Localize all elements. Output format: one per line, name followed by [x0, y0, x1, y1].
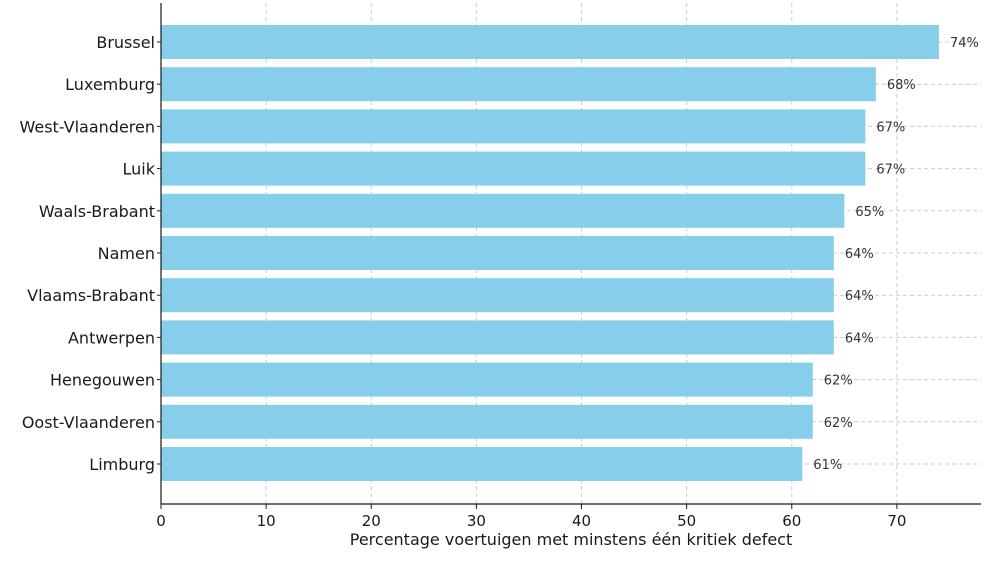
y-tick-label: West-Vlaanderen: [19, 117, 155, 136]
bar-antwerpen: [161, 320, 834, 355]
data-label: 64%: [845, 289, 874, 304]
bar-limburg: [161, 447, 803, 481]
labels: 74% Brussel 68% Luxemburg 67% West-Vlaanderen…: [19, 33, 978, 530]
bar-vlaams-brabant: [161, 278, 834, 313]
x-tick-label: 40: [572, 512, 591, 530]
x-tick-label: 70: [887, 512, 906, 530]
y-tick-label: Namen: [98, 244, 155, 263]
y-tick-label: Luik: [123, 160, 156, 179]
bar-waals-brabant: [161, 193, 845, 228]
y-tick-label: Waals-Brabant: [39, 202, 155, 221]
data-label: 62%: [824, 374, 853, 389]
y-tick-label: Brussel: [96, 33, 155, 52]
x-tick-label: 0: [156, 512, 166, 530]
data-label: 64%: [845, 331, 874, 346]
x-tick-label: 20: [362, 512, 381, 530]
data-label: 74%: [950, 36, 979, 51]
bar-namen: [161, 236, 834, 270]
data-label: 64%: [845, 247, 874, 262]
data-label: 65%: [855, 205, 884, 220]
data-label: 68%: [887, 78, 916, 93]
x-tick-label: 10: [257, 512, 276, 530]
y-tick-label: Antwerpen: [68, 328, 155, 347]
x-tick-label: 60: [782, 512, 801, 530]
data-label: 61%: [813, 458, 842, 473]
bars: [161, 25, 939, 481]
data-label: 67%: [876, 163, 905, 178]
bar-luik: [161, 151, 866, 186]
data-label: 62%: [824, 416, 853, 431]
bar-brussel: [161, 25, 939, 59]
y-tick-label: Limburg: [89, 455, 155, 474]
bar-henegouwen: [161, 362, 813, 397]
data-label: 67%: [876, 120, 905, 135]
y-tick-label: Luxemburg: [65, 75, 155, 94]
bar-oost-vlaanderen: [161, 404, 813, 439]
x-tick-label: 30: [467, 512, 486, 530]
bar-luxemburg: [161, 67, 876, 102]
x-axis-title: Percentage voertuigen met minstens één k…: [350, 530, 793, 549]
x-tick-label: 50: [677, 512, 696, 530]
y-tick-label: Vlaams-Brabant: [27, 286, 155, 305]
y-tick-label: Henegouwen: [50, 371, 155, 390]
bar-west-vlaanderen: [161, 109, 866, 144]
y-tick-label: Oost-Vlaanderen: [22, 413, 155, 432]
